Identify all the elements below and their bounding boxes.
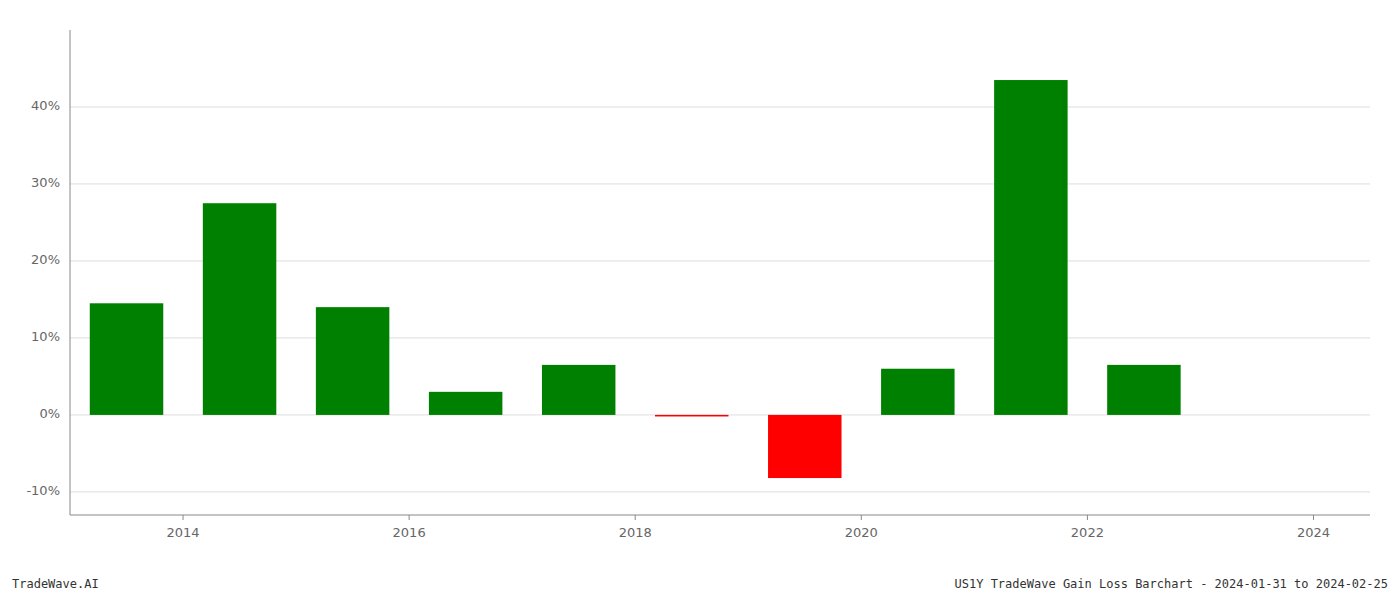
y-tick-label: 40% bbox=[31, 98, 60, 113]
bar bbox=[542, 365, 615, 415]
bar bbox=[316, 307, 389, 415]
y-tick-labels: -10% 0% 10% 20% 30% 40% bbox=[26, 98, 60, 498]
bar bbox=[203, 203, 276, 415]
bar bbox=[768, 415, 841, 478]
bar bbox=[429, 392, 502, 415]
chart: -10%0%10%20%30%40%2014201620182020202220… bbox=[0, 0, 1400, 600]
x-tick-label: 2020 bbox=[845, 525, 878, 540]
x-tick-label: 2014 bbox=[166, 525, 199, 540]
y-axis-line bbox=[70, 30, 71, 515]
y-grid bbox=[70, 107, 1370, 492]
y-tick-label: 0% bbox=[39, 406, 60, 421]
bar bbox=[994, 80, 1067, 415]
x-tick bbox=[409, 515, 410, 520]
footer-left: TradeWave.AI bbox=[12, 577, 99, 591]
x-tick-label: 2018 bbox=[619, 525, 652, 540]
x-tick bbox=[1313, 515, 1314, 520]
bar bbox=[1107, 365, 1180, 415]
footer-right: US1Y TradeWave Gain Loss Barchart - 2024… bbox=[955, 577, 1388, 591]
y-tick-label: 10% bbox=[31, 329, 60, 344]
bar bbox=[90, 303, 163, 415]
x-tick-label: 2016 bbox=[393, 525, 426, 540]
y-tick-label: 30% bbox=[31, 175, 60, 190]
bar bbox=[881, 369, 954, 415]
bar bbox=[655, 415, 728, 417]
x-tick bbox=[861, 515, 862, 520]
x-tick bbox=[1087, 515, 1088, 520]
x-tick bbox=[183, 515, 184, 520]
grid-line bbox=[70, 491, 1370, 492]
grid-line bbox=[70, 106, 1370, 107]
bars bbox=[90, 80, 1181, 478]
y-tick-label: 20% bbox=[31, 252, 60, 267]
x-ticks: 2014 2016 2018 2020 2022 2024 bbox=[166, 515, 1330, 540]
x-axis-line bbox=[70, 515, 1370, 516]
x-tick-label: 2022 bbox=[1071, 525, 1104, 540]
x-tick-label: 2024 bbox=[1297, 525, 1330, 540]
grid-line bbox=[70, 183, 1370, 184]
y-tick-label: -10% bbox=[26, 483, 60, 498]
x-tick bbox=[635, 515, 636, 520]
